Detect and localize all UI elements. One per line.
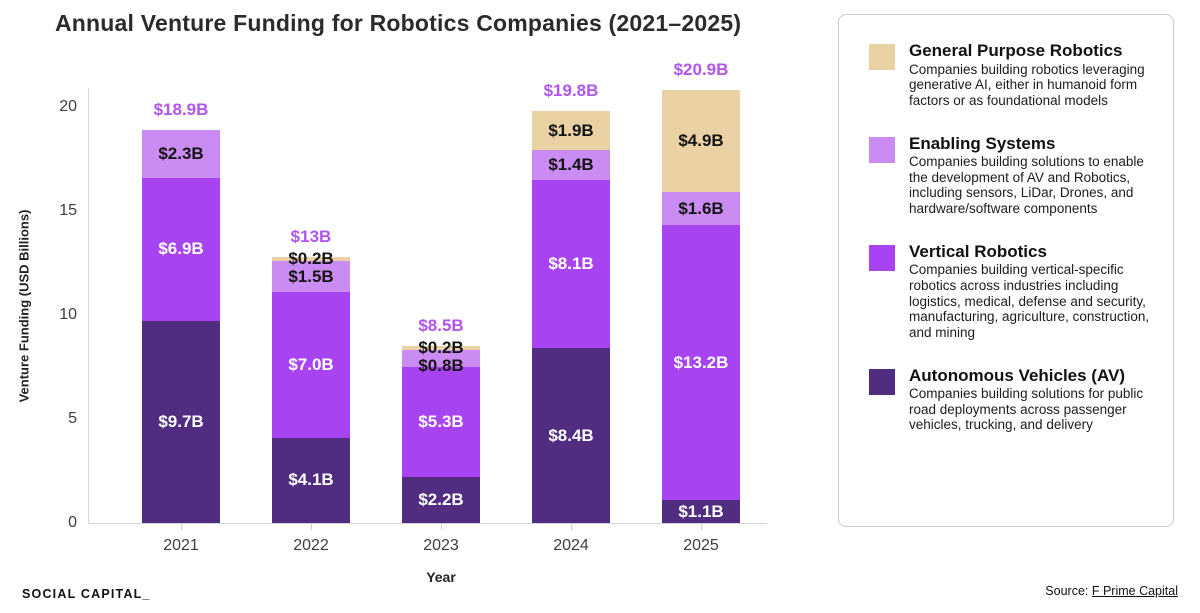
stacked-bar-2025: $4.9B $1.6B $13.2B $1.1B $20.9B [662,60,740,523]
bar-segment-vertical-2021 [142,177,220,322]
bar-segment-av-2022 [272,437,350,523]
y-axis-title: Venture Funding (USD Billions) [16,209,32,403]
x-tick-mark-2024 [571,524,572,530]
source-link[interactable]: F Prime Capital [1091,584,1178,598]
bar-segment-vertical-2025 [662,225,740,501]
plot-area: Year 0 5 10 15 20 2021 $2.3B $6.9B $9.7B $18.9B 20… [59,60,767,585]
bar-segment-gpr-2023 [402,346,480,351]
total-value-label-2025: $20.9B [673,60,729,80]
bar-segment-av-2024 [532,348,610,523]
bar-segment-enabling-2022 [272,260,350,292]
legend-text-enabling: Enabling Systems Companies building solut… [909,134,1153,217]
legend-text-vertical: Vertical Robotics Companies building vert… [909,242,1153,341]
chart-title: Annual Venture Funding for Robotics Comp… [55,10,742,36]
total-value-label-2022: $13B [290,226,332,246]
y-tick-label-20: 20 [59,97,77,115]
legend-description-av: Companies building solutions for public … [909,386,1144,433]
legend-entry-gpr: General Purpose Robotics Companies buildi… [869,41,1153,109]
bar-segment-enabling-2021 [142,129,220,178]
x-tick-label-2024: 2024 [553,537,589,554]
bar-segment-enabling-2025 [662,192,740,226]
bar-segment-vertical-2022 [272,291,350,438]
bar-segment-enabling-2023 [402,350,480,367]
x-tick-label-2023: 2023 [423,537,459,554]
y-tick-label-0: 0 [68,514,77,531]
x-tick-mark-2023 [441,524,442,530]
legend-entry-vertical: Vertical Robotics Companies building vert… [869,242,1153,341]
x-tick-label-2021: 2021 [163,537,199,554]
bar-segment-gpr-2025 [662,90,740,193]
y-tick-label-15: 15 [59,201,77,219]
stacked-bar-2023: $0.2B $0.8B $5.3B $2.2B $8.5B [402,316,480,523]
bar-segment-gpr-2022 [272,256,350,261]
total-value-label-2021: $18.9B [153,99,209,119]
legend-swatch-vertical [869,244,895,271]
legend-swatch-av [869,368,895,395]
legend-description-vertical: Companies building vertical-specific rob… [909,262,1150,340]
bar-segment-av-2023 [402,477,480,523]
stacked-bar-2022: $0.2B $1.5B $7.0B $4.1B $13B [272,227,350,523]
x-tick-mark-2021 [181,524,182,530]
total-value-label-2023: $8.5B [418,316,464,336]
legend-text-gpr: General Purpose Robotics Companies buildi… [909,41,1153,109]
legend-text-av: Autonomous Vehicles (AV) Companies buildi… [909,366,1153,434]
legend-box: General Purpose Robotics Companies buildi… [838,14,1174,527]
legend-swatch-enabling [869,136,895,163]
legend-heading-enabling: Enabling Systems [909,133,1056,153]
stacked-bar-2024: $1.9B $1.4B $8.1B $8.4B $19.8B [532,81,610,523]
y-tick-label-5: 5 [68,409,77,427]
legend-swatch-gpr [869,44,895,70]
bar-segment-vertical-2023 [402,366,480,478]
x-tick-mark-2025 [701,524,702,530]
legend-description-gpr: Companies building robotics leveraging g… [909,61,1145,108]
x-axis-title: Year [426,569,456,585]
legend-entry-enabling: Enabling Systems Companies building solut… [869,134,1153,217]
stacked-bar-2021: $2.3B $6.9B $9.7B $18.9B [142,100,220,523]
bar-segment-av-2025 [662,500,740,523]
legend-heading-vertical: Vertical Robotics [909,241,1047,261]
source-attribution: Source: F Prime Capital [1045,584,1178,598]
x-tick-label-2022: 2022 [293,537,329,554]
y-tick-label-10: 10 [59,305,77,323]
bar-segment-enabling-2024 [532,150,610,180]
bar-segment-vertical-2024 [532,179,610,349]
legend-description-enabling: Companies building solutions to enable t… [909,154,1144,217]
x-tick-label-2025: 2025 [683,537,719,554]
total-value-label-2024: $19.8B [543,80,599,100]
x-tick-mark-2022 [311,524,312,530]
source-prefix: Source: [1045,584,1092,598]
brand-wordmark: SOCIAL CAPITAL_ [22,587,151,601]
bar-segment-av-2021 [142,321,220,523]
legend-heading-gpr: General Purpose Robotics [909,41,1123,60]
bar-segment-gpr-2024 [532,110,610,151]
legend-entry-av: Autonomous Vehicles (AV) Companies buildi… [869,366,1153,434]
legend-heading-av: Autonomous Vehicles (AV) [909,365,1125,385]
